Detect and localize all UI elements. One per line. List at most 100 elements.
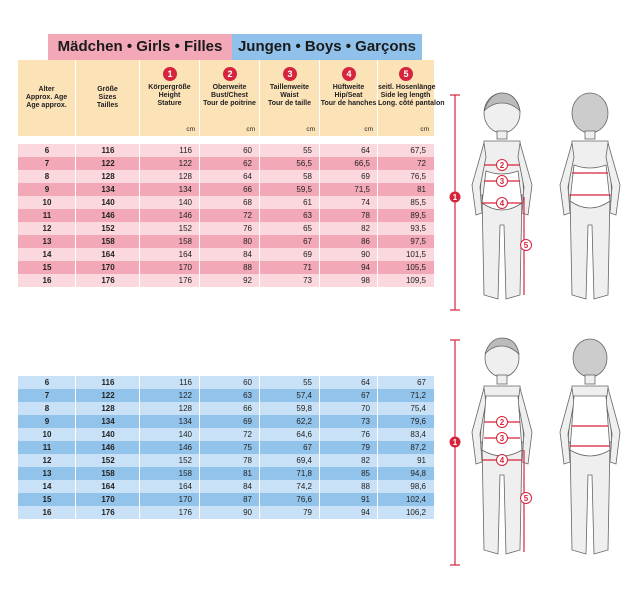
table-cell: 122 <box>178 159 192 168</box>
table-cell: 116 <box>179 146 192 155</box>
table-cell: 152 <box>101 224 115 233</box>
table-cell: 78 <box>361 211 370 220</box>
header-label-line: Alter <box>38 86 55 93</box>
table-cell: 170 <box>101 495 115 504</box>
table-cell: 14 <box>42 482 52 491</box>
table-cell: 90 <box>361 250 370 259</box>
header-label-line: Taillenweite <box>269 84 310 91</box>
table-cell: 134 <box>101 417 115 426</box>
table-cell: 7 <box>44 391 50 400</box>
table-cell: 78 <box>243 456 252 465</box>
table-cell: 176 <box>178 508 192 517</box>
table-cell: 102,4 <box>405 495 426 504</box>
header-label-line: Tour de taille <box>267 100 312 107</box>
table-cell: 69 <box>303 250 312 259</box>
table-row: 12 152 152 78 69,4 82 91 <box>18 454 434 467</box>
header-label-line: Hip/Seat <box>334 92 363 99</box>
table-cell: 105,5 <box>405 263 426 272</box>
table-cell: 158 <box>101 469 115 478</box>
table-cell: 98,6 <box>410 482 426 491</box>
header-label-line: Waist <box>280 92 299 99</box>
girl-back-figure <box>559 92 621 300</box>
table-row: 11 146 146 72 63 78 89,5 <box>18 209 434 222</box>
table-cell: 64 <box>243 172 252 181</box>
table-cell: 64 <box>361 146 370 155</box>
table-row: 6 116 116 60 55 64 67,5 <box>18 144 434 157</box>
table-cell: 12 <box>42 224 52 233</box>
header-label-line: Long. côté pantalon <box>378 100 445 107</box>
girl-marker-5: 5 <box>524 241 529 250</box>
table-cell: 98 <box>361 276 370 285</box>
table-row: 10 140 140 72 64,6 76 83,4 <box>18 428 434 441</box>
girl-front-figure <box>471 92 533 300</box>
table-cell: 86 <box>361 237 370 246</box>
table-cell: 71,2 <box>410 391 426 400</box>
table-cell: 65 <box>303 224 312 233</box>
header-column-3: 2 Oberweite Bust/Chest Tour de poitrine cm <box>200 60 260 136</box>
girl-marker-2: 2 <box>500 161 505 170</box>
unit-label: cm <box>186 126 195 133</box>
table-cell: 91 <box>417 456 426 465</box>
table-cell: 116 <box>101 146 115 155</box>
boy-marker-2: 2 <box>500 418 505 427</box>
header-column-2: 1 Körpergröße Height Stature cm <box>140 60 200 136</box>
header-label-line: Größe <box>97 86 118 93</box>
table-cell: 87 <box>243 495 252 504</box>
girls-size-table: 6 116 116 60 55 64 67,5 7 122 122 62 56,5 66,5 72 8 128… <box>18 144 434 287</box>
table-cell: 79 <box>303 508 312 517</box>
table-cell: 60 <box>243 146 252 155</box>
unit-label: cm <box>420 126 429 133</box>
measure-number-badge: 5 <box>399 67 413 81</box>
table-cell: 76,5 <box>410 172 426 181</box>
header-column-1: Größe Sizes Tailles <box>76 60 140 136</box>
table-row: 6 116 116 60 55 64 67 <box>18 376 434 389</box>
table-cell: 10 <box>42 430 52 439</box>
boy-marker-4: 4 <box>500 456 505 465</box>
table-cell: 64 <box>361 378 370 387</box>
table-row: 9 134 134 69 62,2 73 79,6 <box>18 415 434 428</box>
table-cell: 13 <box>42 237 52 246</box>
header-label-line: Approx. Age <box>25 94 68 101</box>
table-cell: 6 <box>44 378 50 387</box>
table-cell: 116 <box>179 378 192 387</box>
table-row: 14 164 164 84 69 90 101,5 <box>18 248 434 261</box>
table-cell: 97,5 <box>410 237 426 246</box>
header-column-5: 4 Hüftweite Hip/Seat Tour de hanches cm <box>320 60 378 136</box>
table-cell: 58 <box>303 172 312 181</box>
table-cell: 85 <box>361 469 370 478</box>
table-cell: 88 <box>243 263 252 272</box>
boy-marker-1: 1 <box>453 438 458 447</box>
header-label-line: Tour de hanches <box>320 100 377 107</box>
table-cell: 69 <box>361 172 370 181</box>
table-cell: 16 <box>42 508 52 517</box>
table-cell: 176 <box>101 508 115 517</box>
table-cell: 140 <box>178 430 192 439</box>
measure-number-badge: 3 <box>283 67 297 81</box>
table-cell: 11 <box>42 443 52 452</box>
table-cell: 134 <box>101 185 115 194</box>
table-cell: 9 <box>44 185 50 194</box>
table-row: 15 170 170 87 76,6 91 102,4 <box>18 493 434 506</box>
table-cell: 55 <box>303 146 312 155</box>
table-row: 7 122 122 62 56,5 66,5 72 <box>18 157 434 170</box>
table-cell: 79,6 <box>410 417 426 426</box>
table-cell: 90 <box>243 508 252 517</box>
table-row: 13 158 158 81 71,8 85 94,8 <box>18 467 434 480</box>
measure-number-badge: 1 <box>163 67 177 81</box>
table-cell: 87,2 <box>410 443 426 452</box>
table-cell: 68 <box>243 198 252 207</box>
table-cell: 164 <box>101 482 115 491</box>
table-cell: 92 <box>243 276 252 285</box>
table-cell: 14 <box>42 250 52 259</box>
boy-marker-5: 5 <box>524 494 529 503</box>
table-cell: 76,6 <box>296 495 312 504</box>
table-cell: 170 <box>178 263 192 272</box>
measure-number-badge: 2 <box>223 67 237 81</box>
table-cell: 7 <box>44 159 50 168</box>
header-label-line: Tour de poitrine <box>203 100 256 107</box>
unit-label: cm <box>246 126 255 133</box>
table-cell: 75 <box>243 443 252 452</box>
table-cell: 71,8 <box>296 469 312 478</box>
table-cell: 66 <box>243 185 252 194</box>
table-cell: 122 <box>101 159 115 168</box>
